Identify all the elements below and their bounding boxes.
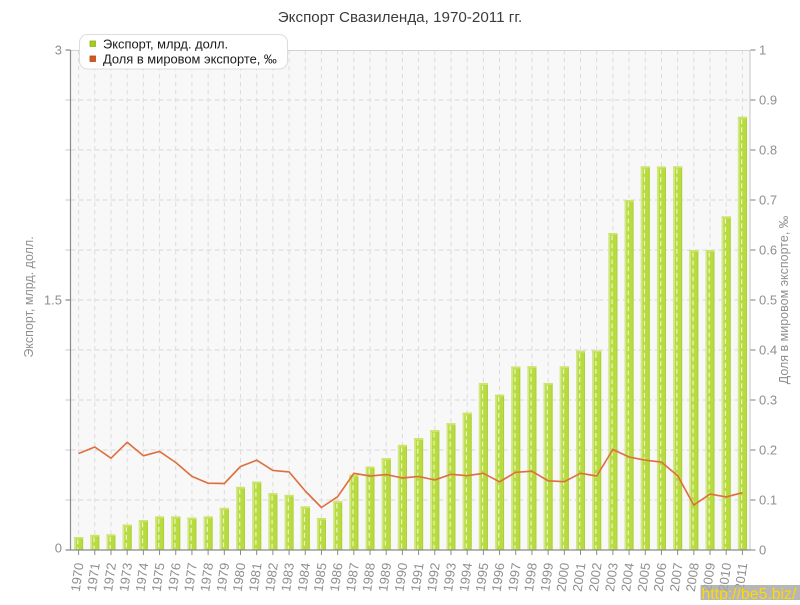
- svg-text:0.8: 0.8: [759, 143, 777, 158]
- svg-text:1.5: 1.5: [44, 293, 62, 308]
- svg-text:0.4: 0.4: [759, 343, 777, 358]
- svg-text:0.3: 0.3: [759, 393, 777, 408]
- svg-text:Доля в мировом экспорте, ‰: Доля в мировом экспорте, ‰: [777, 215, 791, 384]
- svg-text:Экспорт, млрд. долл.: Экспорт, млрд. долл.: [22, 236, 36, 357]
- svg-text:0.1: 0.1: [759, 493, 777, 508]
- svg-text:0: 0: [55, 541, 62, 556]
- svg-text:0.7: 0.7: [759, 193, 777, 208]
- svg-text:http://be5.biz/: http://be5.biz/: [702, 586, 797, 600]
- svg-text:Экспорт Свазиленда, 1970-2011: Экспорт Свазиленда, 1970-2011 гг.: [278, 9, 522, 26]
- svg-text:0.5: 0.5: [759, 293, 777, 308]
- svg-text:Доля в мировом экспорте, ‰: Доля в мировом экспорте, ‰: [103, 52, 277, 67]
- svg-text:Экспорт, млрд. долл.: Экспорт, млрд. долл.: [103, 37, 228, 52]
- svg-text:0.9: 0.9: [759, 93, 777, 108]
- svg-text:3: 3: [55, 43, 62, 58]
- svg-text:0.6: 0.6: [759, 243, 777, 258]
- svg-text:0: 0: [759, 543, 766, 558]
- svg-text:1: 1: [759, 43, 766, 58]
- svg-text:0.2: 0.2: [759, 443, 777, 458]
